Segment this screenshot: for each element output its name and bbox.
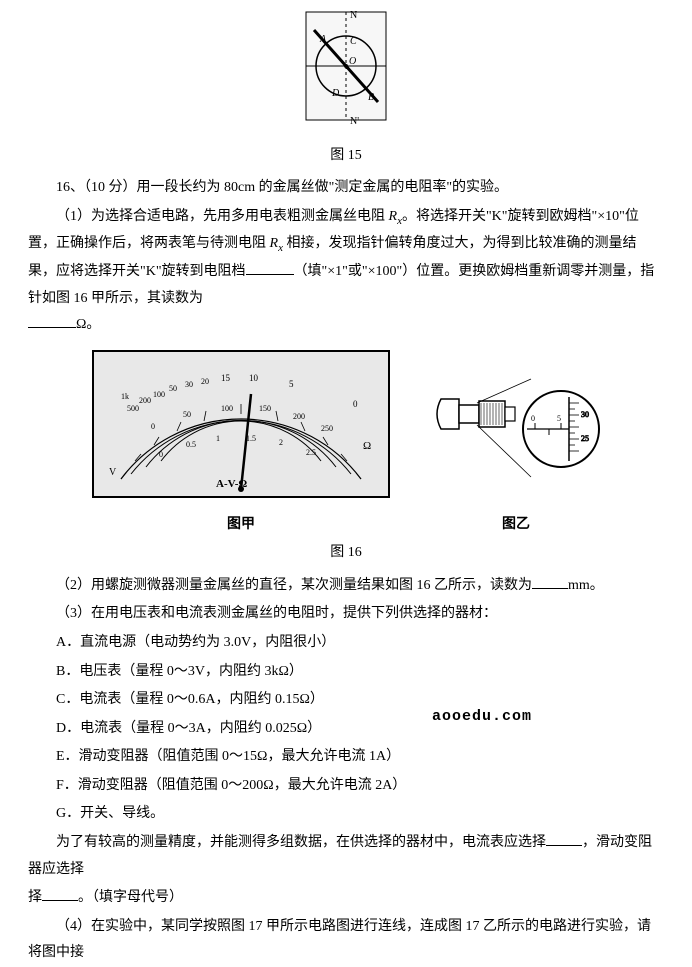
svg-text:Ω: Ω (363, 440, 371, 452)
rx2: Rx (270, 236, 283, 251)
svg-text:150: 150 (259, 404, 271, 413)
svg-text:5: 5 (289, 379, 294, 389)
q16-p1a: （1）为选择合适电路，先用多用电表粗测金属丝电阻 (56, 209, 389, 224)
svg-text:100: 100 (153, 390, 165, 399)
blank-reading (28, 314, 76, 328)
svg-text:A: A (319, 34, 327, 45)
svg-text:N': N' (350, 116, 359, 127)
q3b: 为了有较高的测量精度，并能测得多组数据，在供选择的器材中，电流表应选择，滑动变阻… (28, 830, 664, 883)
svg-text:30: 30 (185, 380, 193, 389)
svg-text:30: 30 (581, 410, 589, 419)
svg-text:50: 50 (183, 410, 191, 419)
svg-text:O: O (349, 56, 356, 67)
watermark: aooedu.com (432, 703, 532, 732)
q16-p1e: Ω。 (76, 317, 100, 332)
q3b-a: 为了有较高的测量精度，并能测得多组数据，在供选择的器材中，电流表应选择 (56, 835, 546, 850)
fig16-left: 1k 500 200 100 50 30 20 15 10 5 0 0 50 1… (91, 349, 391, 538)
svg-text:1: 1 (216, 434, 220, 443)
q3: （3）在用电压表和电流表测金属丝的电阻时，提供下列供选择的器材： (28, 601, 664, 628)
figure-15: N N' A C O D B (28, 8, 664, 139)
svg-text:D: D (331, 88, 340, 99)
fig16-right: 0 5 30 25 图乙 (431, 359, 601, 538)
svg-text:0: 0 (531, 414, 535, 423)
fig16-caption: 图 16 (28, 540, 664, 567)
figure-16: 1k 500 200 100 50 30 20 15 10 5 0 0 50 1… (28, 349, 664, 538)
q2-unit: mm。 (568, 578, 604, 593)
q16-header: 16、（10 分）用一段长约为 80cm 的金属丝做"测定金属的电阻率"的实验。 (28, 175, 664, 202)
item-c: C．电流表（量程 0～0.6A，内阻约 0.15Ω） (28, 687, 664, 714)
item-e: E．滑动变阻器（阻值范围 0～15Ω，最大允许电流 1A） (28, 744, 664, 771)
svg-text:100: 100 (221, 404, 233, 413)
item-g: G．开关、导线。 (28, 801, 664, 828)
q3b-c: 。（填字母代号） (78, 890, 183, 905)
q2: （2）用螺旋测微器测量金属丝的直径，某次测量结果如图 16 乙所示，读数为 mm。 (28, 573, 664, 600)
svg-text:250: 250 (321, 424, 333, 433)
svg-text:C: C (350, 36, 357, 47)
item-b: B．电压表（量程 0～3V，内阻约 3kΩ） (28, 659, 664, 686)
svg-text:A-V-Ω: A-V-Ω (216, 478, 247, 490)
svg-text:20: 20 (201, 377, 209, 386)
svg-text:500: 500 (127, 404, 139, 413)
svg-text:200: 200 (293, 412, 305, 421)
svg-text:15: 15 (221, 373, 231, 383)
blank-mm (532, 575, 568, 589)
fig15-caption: 图 15 (28, 143, 664, 170)
svg-text:0.5: 0.5 (186, 440, 196, 449)
svg-text:0: 0 (353, 399, 358, 409)
svg-text:1k: 1k (121, 392, 129, 401)
item-f: F．滑动变阻器（阻值范围 0～200Ω，最大允许电流 2A） (28, 773, 664, 800)
svg-text:10: 10 (249, 373, 259, 383)
svg-text:V: V (109, 467, 117, 478)
item-d: D．电流表（量程 0～3A，内阻约 0.025Ω） (28, 716, 664, 743)
blank-rheostat (42, 887, 78, 901)
blank-scale (246, 261, 294, 275)
svg-text:N: N (350, 10, 357, 21)
rx1: Rx (389, 209, 402, 224)
fig16-left-caption: 图甲 (91, 512, 391, 539)
q16-p1: （1）为选择合适电路，先用多用电表粗测金属丝电阻 Rx。将选择开关"K"旋转到欧… (28, 204, 664, 339)
fig15-svg: N N' A C O D B (286, 8, 406, 128)
meter-svg: 1k 500 200 100 50 30 20 15 10 5 0 0 50 1… (91, 349, 391, 499)
svg-text:25: 25 (581, 434, 589, 443)
blank-ammeter (546, 832, 582, 846)
svg-text:50: 50 (169, 384, 177, 393)
micrometer-svg: 0 5 30 25 (431, 359, 601, 499)
q3b-line2: 择。（填字母代号） (28, 885, 664, 912)
q2-text: （2）用螺旋测微器测量金属丝的直径，某次测量结果如图 16 乙所示，读数为 (56, 578, 532, 593)
svg-text:200: 200 (139, 396, 151, 405)
svg-text:2.5: 2.5 (306, 448, 316, 457)
svg-text:2: 2 (279, 438, 283, 447)
item-a: A．直流电源（电动势约为 3.0V，内阻很小） (28, 630, 664, 657)
svg-text:0: 0 (151, 422, 155, 431)
svg-text:5: 5 (557, 414, 561, 423)
fig16-right-caption: 图乙 (431, 512, 601, 539)
svg-text:0: 0 (159, 450, 163, 459)
svg-text:B: B (368, 92, 374, 103)
q4: （4）在实验中，某同学按照图 17 甲所示电路图进行连线，连成图 17 乙所示的… (28, 914, 664, 967)
